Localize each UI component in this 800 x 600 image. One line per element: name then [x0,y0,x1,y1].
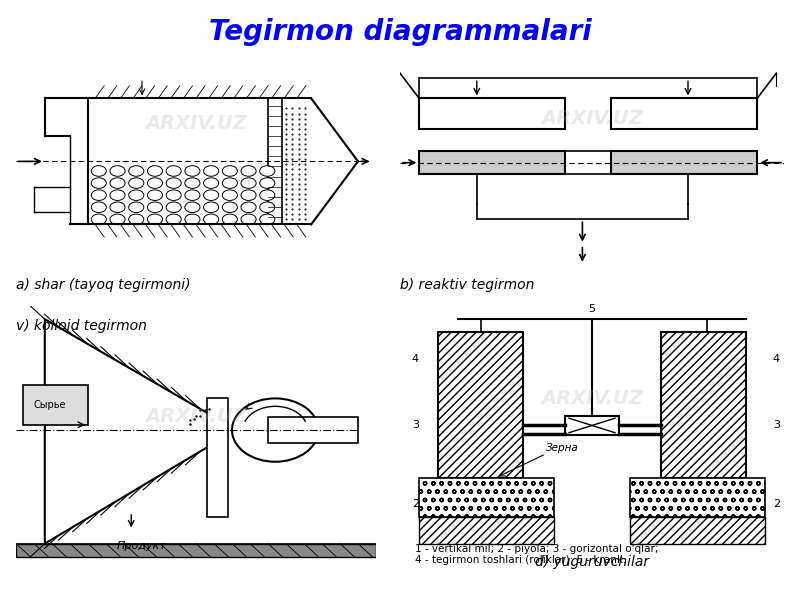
Circle shape [222,190,238,200]
Bar [268,417,358,443]
Text: b) reaktiv tegirmon: b) reaktiv tegirmon [400,278,534,292]
Circle shape [110,190,125,200]
Circle shape [147,190,162,200]
Circle shape [129,190,144,200]
Bar [438,332,523,478]
Circle shape [91,202,106,212]
Text: ARXIV.UZ: ARXIV.UZ [145,114,247,133]
Circle shape [203,166,218,176]
Circle shape [91,178,106,188]
Circle shape [222,178,238,188]
Bar [630,517,765,544]
Circle shape [203,214,218,224]
Circle shape [147,166,162,176]
Bar [611,98,757,128]
Circle shape [166,214,182,224]
Circle shape [260,214,275,224]
Text: 1 - vertikal mil; 2 - piyola; 3 - gorizontal o'qlar;
4 - tegirmon toshlari (roli: 1 - vertikal mil; 2 - piyola; 3 - gorizo… [415,544,659,565]
Circle shape [129,178,144,188]
Circle shape [185,178,200,188]
Text: d) yuguruvchilar: d) yuguruvchilar [535,554,649,569]
Circle shape [203,202,218,212]
Circle shape [166,190,182,200]
Circle shape [241,214,256,224]
Text: a) shar (tayoq tegirmoni): a) shar (tayoq tegirmoni) [16,278,190,292]
Circle shape [129,202,144,212]
Circle shape [129,214,144,224]
Circle shape [203,190,218,200]
Text: v) kolloid tegirmon: v) kolloid tegirmon [16,319,147,333]
Bar [268,98,282,224]
Bar [630,478,765,517]
Circle shape [260,166,275,176]
Circle shape [185,214,200,224]
Text: Сырье: Сырье [34,400,66,410]
Text: ARXIV.UZ: ARXIV.UZ [541,109,643,128]
Circle shape [260,178,275,188]
Text: ARXIV.UZ: ARXIV.UZ [145,407,247,427]
Text: 4: 4 [773,354,780,364]
Circle shape [147,178,162,188]
Circle shape [129,166,144,176]
Text: Tegirmon diagrammalari: Tegirmon diagrammalari [209,18,591,46]
Polygon shape [45,319,214,544]
Text: Продукт: Продукт [117,541,167,551]
Circle shape [185,166,200,176]
Circle shape [260,202,275,212]
Circle shape [241,178,256,188]
Text: 3: 3 [773,420,780,430]
Text: 5: 5 [589,304,595,314]
Bar [661,332,746,478]
Bar [565,416,619,436]
Circle shape [185,202,200,212]
Text: 3: 3 [412,420,419,430]
Bar [611,151,757,174]
Bar [419,517,554,544]
Circle shape [110,214,125,224]
Bar [206,398,229,517]
Circle shape [91,166,106,176]
Text: Зерна: Зерна [546,443,578,453]
Circle shape [166,166,182,176]
Circle shape [147,214,162,224]
Circle shape [260,190,275,200]
Circle shape [185,190,200,200]
Bar [419,478,554,517]
Circle shape [166,202,182,212]
Bar [16,544,376,557]
Bar [419,98,565,128]
Circle shape [110,166,125,176]
Circle shape [110,202,125,212]
Circle shape [91,214,106,224]
Circle shape [241,202,256,212]
Circle shape [222,214,238,224]
Bar [23,385,88,425]
Circle shape [91,190,106,200]
Circle shape [222,166,238,176]
Text: 2: 2 [412,499,419,509]
Text: ARXIV.UZ: ARXIV.UZ [541,389,643,408]
Circle shape [203,178,218,188]
Circle shape [147,202,162,212]
Bar [419,151,565,174]
Circle shape [222,202,238,212]
Circle shape [241,166,256,176]
Circle shape [241,190,256,200]
Circle shape [166,178,182,188]
Circle shape [110,178,125,188]
Text: 2: 2 [773,499,780,509]
Text: 4: 4 [412,354,419,364]
